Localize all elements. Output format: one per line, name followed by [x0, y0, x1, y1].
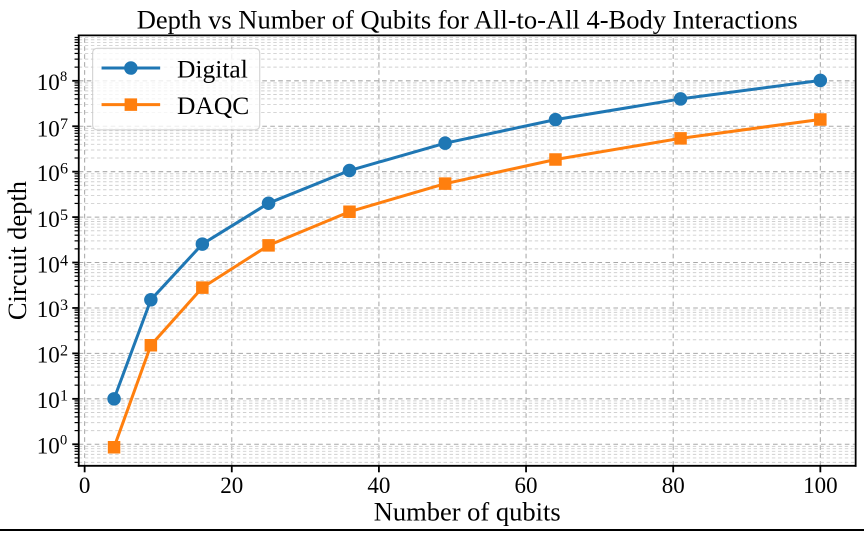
svg-text:1 0 4: 1 0 4	[37, 252, 68, 277]
svg-text:Number of qubits: Number of qubits	[374, 496, 561, 526]
svg-text:1 0 8: 1 0 8	[37, 69, 67, 95]
svg-text:1 0 3: 1 0 3	[37, 297, 68, 322]
svg-text:40: 40	[367, 473, 390, 498]
svg-text:DAQC: DAQC	[177, 91, 249, 120]
svg-text:100: 100	[803, 473, 838, 498]
svg-text:0: 0	[79, 473, 91, 498]
svg-text:1 0 1: 1 0 1	[37, 388, 68, 413]
svg-text:1 0 0: 1 0 0	[37, 432, 67, 458]
svg-text:60: 60	[515, 473, 538, 498]
svg-text:80: 80	[662, 473, 685, 498]
svg-text:Circuit depth: Circuit depth	[2, 181, 32, 320]
svg-text:20: 20	[220, 473, 243, 498]
svg-text:1 0 7: 1 0 7	[37, 116, 68, 141]
svg-text:Digital: Digital	[177, 54, 248, 83]
svg-text:1 0 2: 1 0 2	[37, 342, 68, 367]
svg-text:Depth vs Number of Qubits for: Depth vs Number of Qubits for All-to-All…	[137, 4, 798, 34]
svg-text:1 0 6: 1 0 6	[37, 161, 68, 186]
svg-text:1 0 5: 1 0 5	[37, 207, 68, 232]
